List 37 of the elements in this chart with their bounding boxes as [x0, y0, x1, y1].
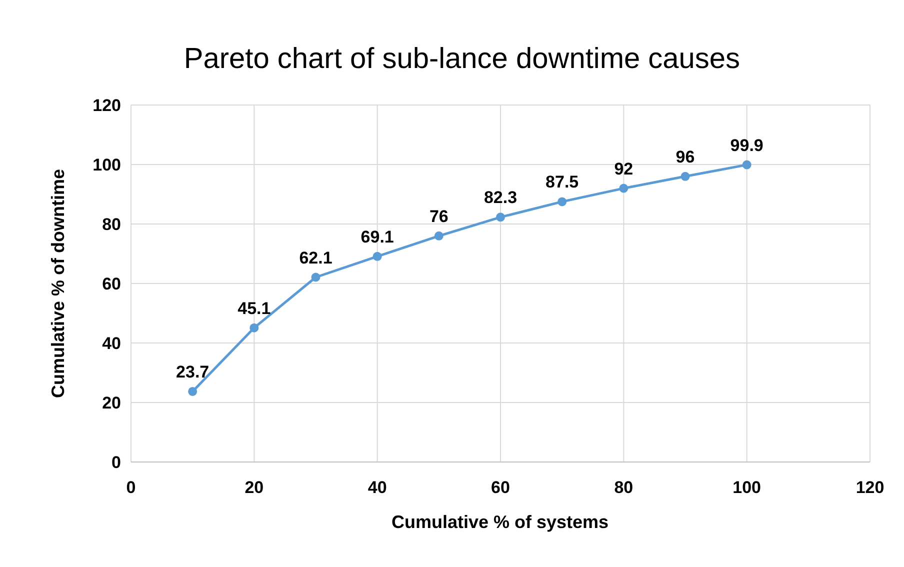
x-tick-label: 120: [856, 478, 884, 497]
data-label: 62.1: [299, 248, 332, 268]
data-label: 45.1: [238, 298, 271, 318]
point: [680, 172, 690, 181]
y-tick-label: 40: [102, 334, 121, 353]
point: [311, 272, 320, 282]
point: [188, 386, 198, 396]
point: [434, 231, 444, 240]
y-tick-label: 120: [92, 96, 121, 115]
point: [619, 184, 628, 193]
x-tick-label: 20: [244, 478, 264, 497]
chart-title: Pareto chart of sub-lance downtime causes: [184, 43, 740, 75]
point: [372, 252, 382, 261]
x-axis-title: Cumulative % of systems: [391, 512, 609, 532]
data-label: 96: [676, 147, 695, 166]
x-tick-label: 0: [126, 478, 136, 497]
y-tick-label: 60: [102, 274, 121, 294]
data-label: 69.1: [360, 227, 394, 246]
data-label: 87.5: [546, 172, 579, 192]
data-label: 76: [429, 206, 448, 226]
y-tick-label: 20: [102, 394, 121, 412]
x-tick-label: 40: [368, 478, 387, 497]
x-tick-label: 60: [491, 478, 510, 497]
y-tick-label: 0: [112, 453, 121, 472]
point: [742, 160, 752, 170]
data-label: 82.3: [484, 188, 518, 208]
point: [496, 212, 505, 222]
point: [250, 323, 259, 332]
y-tick-label: 80: [102, 215, 121, 234]
y-tick-label: 100: [92, 156, 121, 174]
x-tick-label: 80: [614, 478, 634, 497]
data-label: 23.7: [176, 362, 210, 382]
data-label: 99.9: [730, 136, 764, 155]
data-label: 92: [614, 159, 634, 178]
point: [558, 197, 567, 206]
y-axis-title: Cumulative % of downtime: [48, 168, 68, 398]
x-tick-label: 100: [732, 478, 762, 497]
